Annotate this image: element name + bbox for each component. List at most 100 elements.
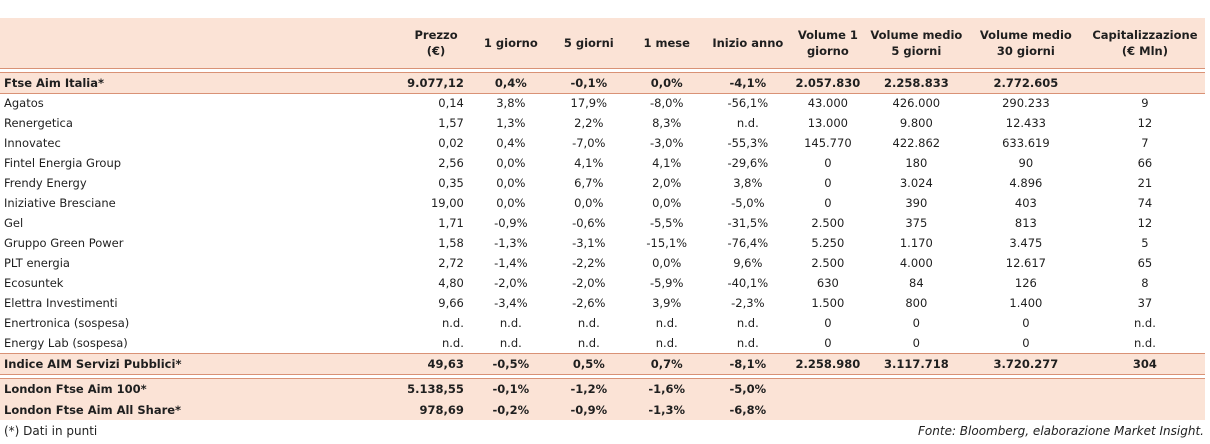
table-cell: n.d. xyxy=(441,316,464,330)
table-cell: 5.138,55 xyxy=(400,377,472,399)
table-cell: 4,1% xyxy=(652,156,682,170)
table-cell: -0,6% xyxy=(572,216,606,230)
table-cell: -5,5% xyxy=(650,216,684,230)
aim-utilities-table: Prezzo (€) 1 giorno 5 giorni 1 mese Inizio an… xyxy=(0,18,1205,420)
table-cell: n.d. xyxy=(736,316,759,330)
table-row: Fintel Energia Group 2,56 0,0% 4,1% 4,1% -29,… xyxy=(0,153,1205,173)
table-cell xyxy=(1085,399,1205,420)
table-cell: 633.619 xyxy=(1002,136,1050,150)
table-cell: -6,8% xyxy=(729,402,767,417)
table-row: Gel 1,71 -0,9% -0,6% -5,5% -31,5% 2.500 375 813 1… xyxy=(0,213,1205,233)
table-cell: -5,9% xyxy=(650,276,684,290)
table-cell: 90 xyxy=(1018,156,1034,170)
footnote: (*) Dati in punti xyxy=(4,424,98,438)
table-cell: 66 xyxy=(1137,156,1153,170)
table-cell: 12.617 xyxy=(1005,256,1046,270)
table-cell: 290.233 xyxy=(1002,96,1050,111)
table-cell: 9 xyxy=(1141,96,1149,111)
table-cell: n.d. xyxy=(736,335,759,350)
table-cell: 0,02 xyxy=(438,136,464,150)
table-cell: 978,69 xyxy=(419,402,464,417)
table-cell: 800 xyxy=(905,296,928,310)
table-cell: 0,0% xyxy=(574,196,604,210)
column-header: Inizio anno xyxy=(705,18,790,69)
table-cell: 84 xyxy=(909,276,924,290)
table-cell: 43.000 xyxy=(807,96,848,111)
table-row: PLT energia 2,72 -1,4% -2,2% 0,0% 9,6% 2.500 4.… xyxy=(0,253,1205,273)
row-label: Innovatec xyxy=(4,136,61,150)
table-cell xyxy=(967,399,1085,420)
table-cell: 0,4% xyxy=(471,71,550,94)
table-cell: n.d. xyxy=(736,116,759,130)
table-cell: 0 xyxy=(1022,316,1030,330)
table-cell: -0,2% xyxy=(492,402,530,417)
table-cell: 422.862 xyxy=(892,136,941,150)
table-cell: 2,56 xyxy=(438,156,464,170)
table-cell: n.d. xyxy=(441,335,464,350)
table-cell: 1,58 xyxy=(438,236,464,250)
table-row: Ecosuntek 4,80 -2,0% -2,0% -5,9% -40,1% 630 84 1… xyxy=(0,273,1205,293)
column-header: Prezzo (€) xyxy=(400,18,472,69)
table-cell: -4,1% xyxy=(705,71,790,94)
table-cell xyxy=(865,377,967,399)
row-label: Ftse Aim Italia* xyxy=(0,71,401,94)
table-cell: 0,0% xyxy=(627,71,706,94)
table-cell: 630 xyxy=(816,276,839,290)
table-cell: 3.475 xyxy=(1009,236,1043,250)
table-cell xyxy=(966,377,1085,399)
column-header: 1 giorno xyxy=(471,18,550,69)
table-cell: 403 xyxy=(1014,196,1037,210)
london-index-row: London Ftse Aim All Share* 978,69 -0,2% -0,… xyxy=(0,399,1205,420)
row-label: Elettra Investimenti xyxy=(4,296,118,310)
table-cell: -2,6% xyxy=(572,296,606,310)
index-row: Ftse Aim Italia* 9.077,12 0,4% -0,1% 0,0% -4,… xyxy=(0,71,1205,94)
table-cell: 1,3% xyxy=(496,116,526,130)
table-cell: 0 xyxy=(824,176,832,190)
row-label: Ecosuntek xyxy=(4,276,64,290)
table-cell: 1,71 xyxy=(438,216,464,230)
table-cell: 0 xyxy=(824,196,832,210)
table-cell: -40,1% xyxy=(727,276,769,290)
table-row: Agatos 0,14 3,8% 17,9% -8,0% -56,1% 43.000 426.… xyxy=(0,93,1205,113)
column-header xyxy=(0,18,401,69)
table-cell: -8,0% xyxy=(650,96,684,111)
row-label: Agatos xyxy=(4,96,44,111)
table-cell: 12.433 xyxy=(1005,116,1046,130)
table-cell: 0 xyxy=(824,156,832,170)
column-header: Volume medio 30 giorni xyxy=(966,18,1085,69)
table-cell: -1,3% xyxy=(494,236,528,250)
table-cell: -3,4% xyxy=(494,296,528,310)
table-cell: 65 xyxy=(1137,256,1153,270)
row-label: Iniziative Bresciane xyxy=(4,196,116,210)
table-cell: 304 xyxy=(1084,352,1205,375)
table-cell: 0 xyxy=(1022,335,1030,350)
table-row: Enertronica (sospesa) n.d. n.d. n.d. n.d. n.d… xyxy=(0,313,1205,333)
table-cell: n.d. xyxy=(577,316,600,330)
table-cell: 1.170 xyxy=(899,236,933,250)
table-cell: 390 xyxy=(905,196,928,210)
table-cell: 0,35 xyxy=(438,176,464,190)
table-cell: 180 xyxy=(905,156,928,170)
row-label: London Ftse Aim All Share* xyxy=(4,402,182,417)
london-index-row: London Ftse Aim 100* 5.138,55 -0,1% -1,2% -1… xyxy=(0,377,1205,399)
row-label: Enertronica (sospesa) xyxy=(4,316,130,330)
table-cell: -2,3% xyxy=(731,296,765,310)
table-cell: 13.000 xyxy=(807,116,848,130)
table-cell: -0,9% xyxy=(570,402,608,417)
table-cell: 3.024 xyxy=(899,176,933,190)
table-cell: -2,0% xyxy=(494,276,528,290)
table-cell: n.d. xyxy=(577,335,600,350)
table-cell: 6,7% xyxy=(574,176,604,190)
column-header: Capitalizzazione (€ Mln) xyxy=(1084,18,1205,69)
table-cell: -1,2% xyxy=(549,377,628,399)
table-cell: 2.772.605 xyxy=(966,71,1085,94)
table-cell: 4.896 xyxy=(1009,176,1043,190)
table-cell: 375 xyxy=(905,216,928,230)
table-header-row: Prezzo (€) 1 giorno 5 giorni 1 mese Inizio an… xyxy=(0,18,1205,69)
table-cell: n.d. xyxy=(655,316,678,330)
table-cell: -5,0% xyxy=(731,196,765,210)
table-cell: 5 xyxy=(1141,236,1149,250)
row-label: Renergetica xyxy=(4,116,73,130)
table-cell: 3,8% xyxy=(496,96,526,111)
table-cell: 4,1% xyxy=(574,156,604,170)
